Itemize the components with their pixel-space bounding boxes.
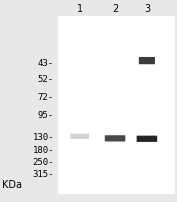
FancyBboxPatch shape <box>58 16 175 194</box>
Text: 180-: 180- <box>33 146 54 155</box>
Text: 250-: 250- <box>33 158 54 167</box>
Text: 130-: 130- <box>33 133 54 142</box>
FancyBboxPatch shape <box>139 57 155 64</box>
Text: 3: 3 <box>144 4 150 14</box>
FancyBboxPatch shape <box>137 136 157 142</box>
FancyBboxPatch shape <box>105 135 125 141</box>
Text: KDa: KDa <box>2 180 22 190</box>
Text: 72-: 72- <box>38 94 54 102</box>
Text: 43-: 43- <box>38 59 54 68</box>
Text: 2: 2 <box>112 4 118 14</box>
Text: 95-: 95- <box>38 111 54 120</box>
Text: 1: 1 <box>77 4 83 14</box>
FancyBboxPatch shape <box>70 134 89 139</box>
Text: 52-: 52- <box>38 75 54 84</box>
Text: 315-: 315- <box>33 170 54 179</box>
